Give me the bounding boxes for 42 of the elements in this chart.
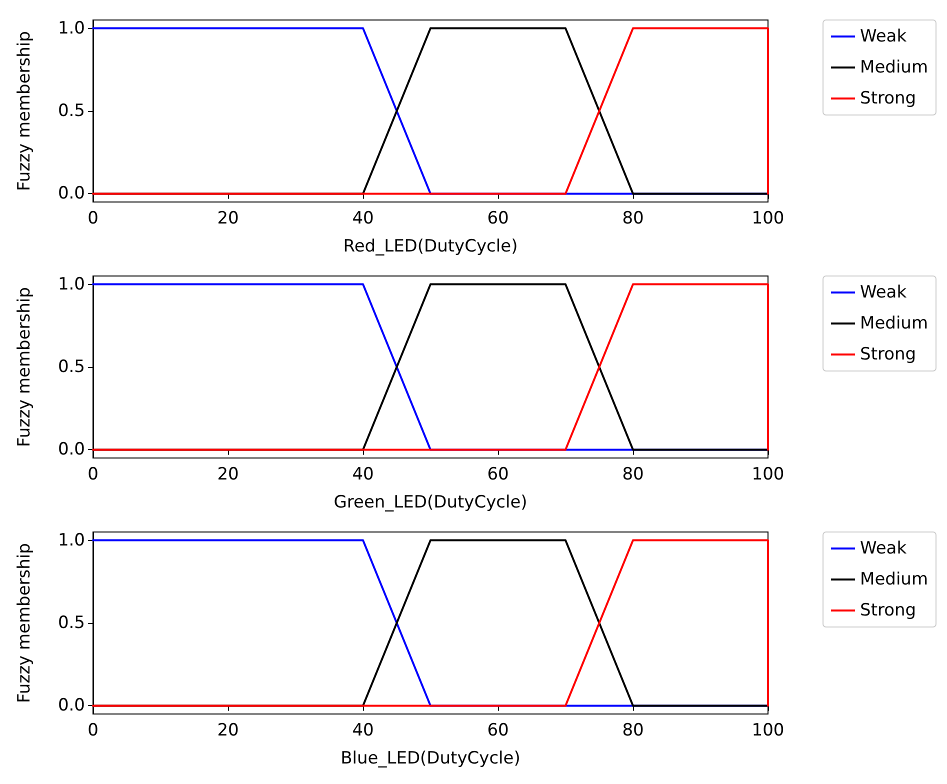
legend-label: Strong — [860, 344, 916, 364]
x-tick-label: 40 — [352, 720, 374, 740]
x-tick-label: 20 — [217, 464, 239, 484]
y-tick-label: 0.0 — [58, 440, 85, 460]
y-tick-label: 0.5 — [58, 613, 85, 633]
x-tick-label: 0 — [88, 720, 98, 740]
legend-label: Weak — [860, 538, 907, 558]
y-tick-label: 0.5 — [58, 101, 85, 121]
y-tick-label: 1.0 — [58, 530, 85, 550]
x-tick-label: 20 — [217, 208, 239, 228]
x-axis-title: Green_LED(DutyCycle) — [334, 492, 528, 512]
y-tick-label: 1.0 — [58, 18, 85, 38]
x-axis-title: Blue_LED(DutyCycle) — [340, 748, 520, 768]
x-axis-title: Red_LED(DutyCycle) — [343, 236, 518, 256]
legend-label: Strong — [860, 88, 916, 108]
x-tick-label: 100 — [752, 208, 784, 228]
legend-label: Weak — [860, 26, 907, 46]
x-tick-label: 60 — [487, 464, 509, 484]
x-tick-label: 80 — [622, 464, 644, 484]
y-tick-label: 0.0 — [58, 696, 85, 716]
x-tick-label: 100 — [752, 720, 784, 740]
x-tick-label: 0 — [88, 464, 98, 484]
y-tick-label: 0.0 — [58, 184, 85, 204]
x-tick-label: 80 — [622, 208, 644, 228]
y-axis-title: Fuzzy membership — [14, 287, 34, 447]
legend-label: Medium — [860, 314, 928, 334]
x-tick-label: 60 — [487, 208, 509, 228]
legend-label: Strong — [860, 600, 916, 620]
x-tick-label: 0 — [88, 208, 98, 228]
x-tick-label: 40 — [352, 208, 374, 228]
x-tick-label: 100 — [752, 464, 784, 484]
x-tick-label: 80 — [622, 720, 644, 740]
y-axis-title: Fuzzy membership — [14, 31, 34, 191]
legend-label: Medium — [860, 570, 928, 590]
y-tick-label: 0.5 — [58, 357, 85, 377]
x-tick-label: 20 — [217, 720, 239, 740]
legend-label: Weak — [860, 282, 907, 302]
y-axis-title: Fuzzy membership — [14, 543, 34, 703]
x-tick-label: 60 — [487, 720, 509, 740]
y-tick-label: 1.0 — [58, 274, 85, 294]
x-tick-label: 40 — [352, 464, 374, 484]
legend-label: Medium — [860, 58, 928, 78]
